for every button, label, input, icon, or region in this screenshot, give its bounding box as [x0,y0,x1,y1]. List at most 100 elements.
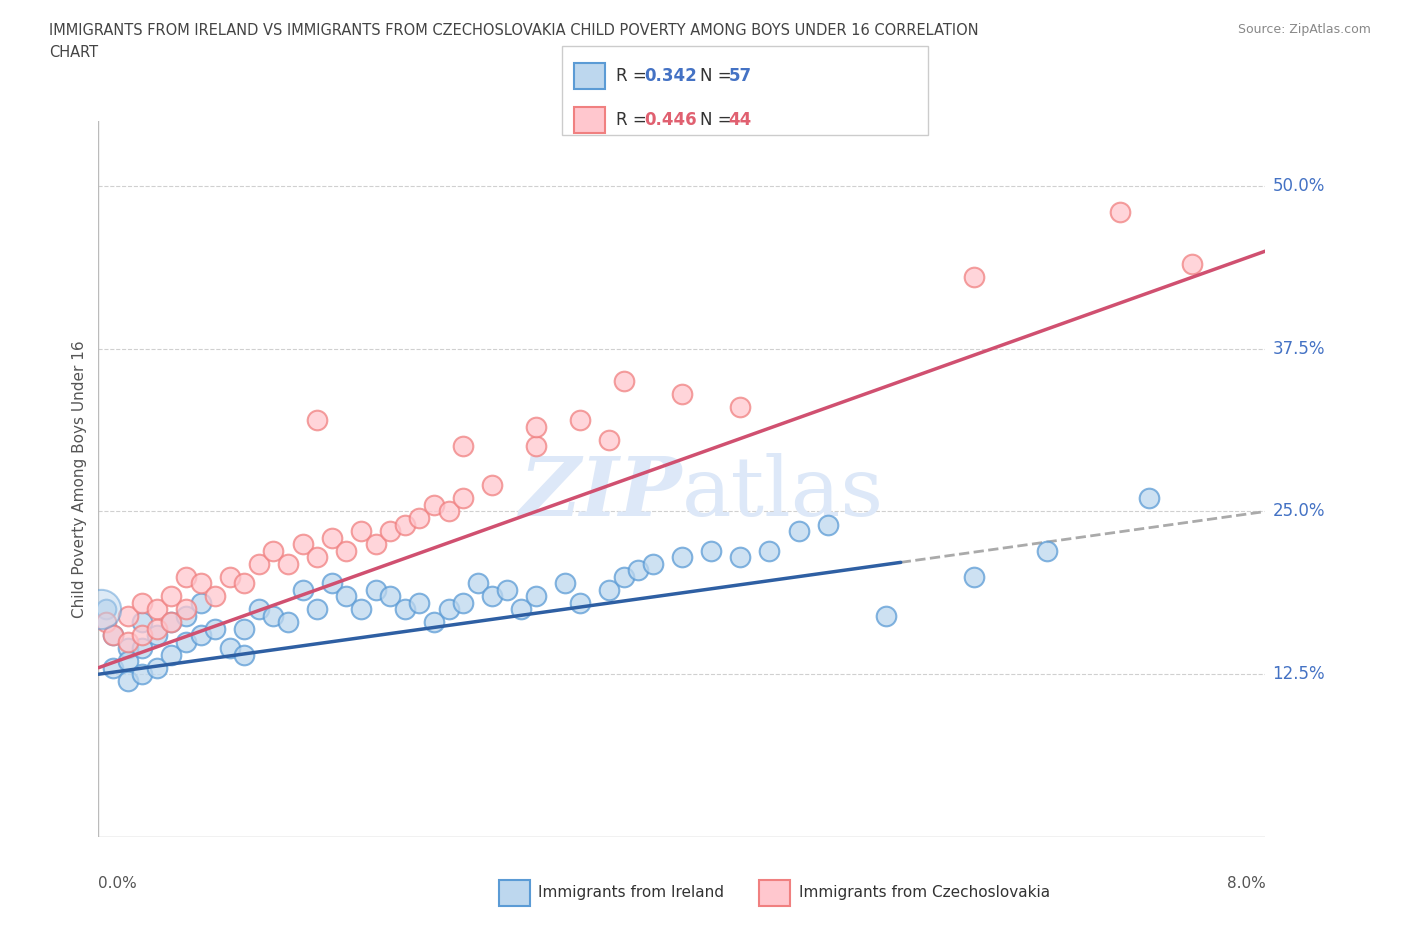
Point [510,602,533,617]
Point [451,595,474,610]
Point [247,602,270,617]
Point [146,621,169,636]
Text: Source: ZipAtlas.com: Source: ZipAtlas.com [1237,23,1371,36]
Point [598,582,620,597]
Point [568,413,591,428]
Text: 0.446: 0.446 [644,111,696,128]
Text: 44: 44 [728,111,752,128]
Point [451,439,474,454]
Point [117,634,139,649]
Point [1137,491,1160,506]
Point [451,491,474,506]
Point [131,615,153,630]
Point [380,524,402,538]
Point [101,660,124,675]
Point [408,511,430,525]
Point [291,537,314,551]
Point [233,576,256,591]
Text: ZIP: ZIP [519,453,682,533]
Point [437,602,460,617]
Text: Immigrants from Czechoslovakia: Immigrants from Czechoslovakia [799,885,1050,900]
Point [117,608,139,623]
Point [671,550,693,565]
Point [467,576,489,591]
Point [94,602,117,617]
Point [730,400,752,415]
Point [380,589,402,604]
Point [262,608,284,623]
Y-axis label: Child Poverty Among Boys Under 16: Child Poverty Among Boys Under 16 [72,340,87,618]
Point [817,517,839,532]
Point [1181,257,1204,272]
Point [612,374,634,389]
Point [350,602,373,617]
Point [875,608,897,623]
Point [394,602,416,617]
Point [481,478,503,493]
Point [131,628,153,643]
Point [247,556,270,571]
Point [1035,543,1057,558]
Point [758,543,780,558]
Point [90,602,112,617]
Point [307,413,329,428]
Point [233,621,256,636]
Point [524,589,547,604]
Point [321,530,343,545]
Point [233,647,256,662]
Point [962,270,984,285]
Point [496,582,519,597]
Text: 8.0%: 8.0% [1226,876,1265,891]
Text: CHART: CHART [49,45,98,60]
Point [218,569,240,584]
Text: IMMIGRANTS FROM IRELAND VS IMMIGRANTS FROM CZECHOSLOVAKIA CHILD POVERTY AMONG BO: IMMIGRANTS FROM IRELAND VS IMMIGRANTS FR… [49,23,979,38]
Point [218,641,240,656]
Point [277,556,299,571]
Point [1108,205,1130,219]
Point [117,673,139,688]
Point [146,628,169,643]
Point [131,667,153,682]
Point [262,543,284,558]
Point [700,543,723,558]
Point [190,595,212,610]
Point [146,602,169,617]
Point [568,595,591,610]
Point [204,621,226,636]
Point [524,439,547,454]
Point [190,576,212,591]
Text: 25.0%: 25.0% [1272,502,1324,521]
Point [524,419,547,434]
Point [394,517,416,532]
Point [437,504,460,519]
Text: N =: N = [700,67,737,85]
Point [117,654,139,669]
Point [962,569,984,584]
Point [101,628,124,643]
Text: R =: R = [616,67,652,85]
Point [787,524,810,538]
Point [131,641,153,656]
Point [101,628,124,643]
Point [174,634,197,649]
Text: Immigrants from Ireland: Immigrants from Ireland [538,885,724,900]
Point [671,387,693,402]
Point [364,582,387,597]
Point [174,569,197,584]
Point [117,641,139,656]
Point [364,537,387,551]
Point [408,595,430,610]
Point [612,569,634,584]
Point [481,589,503,604]
Text: 50.0%: 50.0% [1272,177,1324,195]
Point [160,615,183,630]
Point [131,595,153,610]
Text: R =: R = [616,111,652,128]
Point [160,589,183,604]
Text: 0.0%: 0.0% [98,876,138,891]
Point [277,615,299,630]
Text: 37.5%: 37.5% [1272,339,1324,358]
Text: 0.342: 0.342 [644,67,697,85]
Point [160,615,183,630]
Text: 57: 57 [728,67,751,85]
